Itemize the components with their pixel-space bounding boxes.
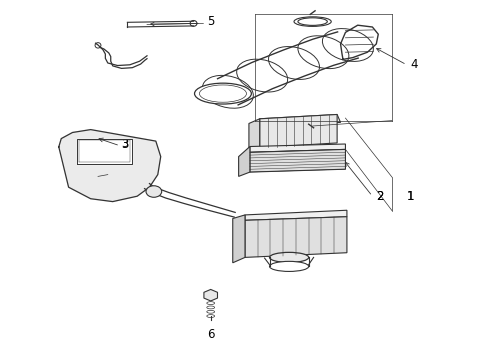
Polygon shape (260, 114, 337, 148)
Ellipse shape (146, 186, 162, 197)
Text: 3: 3 (122, 139, 128, 149)
Ellipse shape (195, 83, 251, 104)
Ellipse shape (190, 21, 197, 26)
Text: 6: 6 (207, 328, 215, 341)
Text: 2: 2 (376, 190, 384, 203)
Polygon shape (204, 289, 218, 301)
Text: 1: 1 (407, 190, 415, 203)
Polygon shape (59, 130, 161, 202)
Polygon shape (245, 217, 347, 257)
Polygon shape (249, 119, 260, 151)
Polygon shape (77, 139, 132, 164)
Text: 2: 2 (376, 190, 384, 203)
Polygon shape (239, 147, 250, 176)
Polygon shape (245, 210, 347, 220)
Ellipse shape (270, 261, 309, 271)
Polygon shape (250, 144, 345, 152)
Polygon shape (260, 114, 341, 125)
Polygon shape (233, 215, 245, 263)
Text: 1: 1 (407, 190, 415, 203)
Polygon shape (250, 149, 345, 172)
Text: 5: 5 (207, 15, 215, 28)
Text: 4: 4 (410, 58, 418, 71)
Text: 3: 3 (121, 138, 129, 150)
Ellipse shape (270, 252, 309, 262)
Ellipse shape (95, 43, 101, 48)
